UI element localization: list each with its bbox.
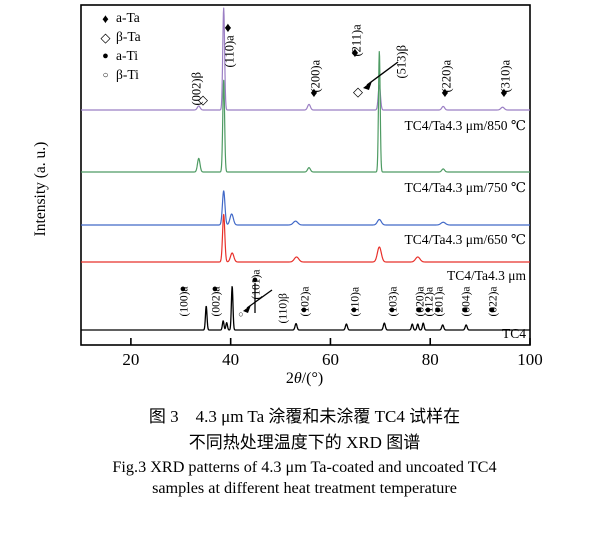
caption-cn-line1: 图 3 4.3 μm Ta 涂覆和未涂覆 TC4 试样在: [148, 407, 461, 426]
curve-label-4: TC4: [501, 326, 526, 341]
legend-item-alpha-ti: ● a-Ti: [98, 47, 141, 66]
curve-label-2: TC4/Ta4.3 μm/650 ℃: [404, 232, 526, 247]
x-tick-label-100: 100: [517, 350, 543, 369]
legend-item-beta-ta: ◇ β-Ta: [98, 28, 141, 47]
curve-label-0: TC4/Ta4.3 μm/850 ℃: [404, 118, 526, 133]
x-axis-title-theta: θ: [293, 370, 302, 387]
peak-label-bottom-3: (110)β: [277, 293, 290, 324]
alpha-ti-marker-022: ●: [488, 304, 496, 316]
alpha-ti-marker-103: ●: [388, 304, 396, 316]
alpha-ta-marker-310: ♦: [500, 86, 508, 101]
curve-label-3: TC4/Ta4.3 μm: [446, 268, 526, 283]
x-tick-label-80: 80: [421, 350, 439, 369]
beta-ta-marker-002: ◇: [198, 92, 208, 107]
alpha-ti-symbol-icon: ●: [102, 49, 109, 62]
caption-cn-line2: 不同热处理温度下的 XRD 图谱: [188, 433, 421, 453]
alpha-ti-marker-201: ●: [434, 304, 442, 316]
x-axis-title-post: /(°): [301, 370, 324, 387]
alpha-ti-label: a-Ti: [116, 48, 139, 64]
beta-ti-symbol-icon: ○: [102, 69, 109, 81]
alpha-ti-marker-004: ●: [461, 304, 469, 316]
alpha-ti-marker-112: ●: [424, 304, 432, 316]
legend-item-alpha-ta: ♦ a-Ta: [98, 9, 141, 28]
alpha-ta-symbol-icon: ♦: [102, 10, 109, 26]
alpha-ta-marker-200: ♦: [310, 86, 318, 101]
caption-en-line2: samples at different heat treatment temp…: [152, 479, 457, 498]
beta-ta-symbol-icon: ◇: [100, 29, 111, 45]
alpha-ta-marker-220: ♦: [441, 86, 449, 101]
alpha-ta-label: a-Ta: [116, 10, 140, 26]
alpha-ti-marker-110: ●: [350, 304, 358, 316]
alpha-ti-marker-002: ●: [211, 283, 219, 295]
alpha-ti-marker-102: ●: [300, 304, 308, 316]
beta-ti-label: β-Ti: [116, 67, 139, 83]
alpha-ta-marker-211: ♦: [351, 46, 359, 61]
x-tick-label-40: 40: [222, 350, 240, 369]
beta-ta-marker-513: ◇: [353, 84, 363, 99]
x-tick-label-60: 60: [321, 350, 339, 369]
peak-label-top-1: (110)a: [222, 35, 237, 68]
x-axis-title-pre: 2: [285, 370, 294, 387]
alpha-ta-marker-110: ♦: [224, 21, 232, 36]
caption-en-line1: Fig.3 XRD patterns of 4.3 μm Ta-coated a…: [112, 457, 497, 476]
beta-ta-label: β-Ta: [116, 29, 141, 45]
peak-label-top-4: (513)β: [394, 45, 409, 79]
xrd-figure: Intensity (a. u.) 2θ/(°) 20 40 60 80 100 ♦ a-…: [0, 4, 609, 388]
figure-caption: 图 3 4.3 μm Ta 涂覆和未涂覆 TC4 试样在 不同热处理温度下的 X…: [0, 404, 609, 499]
alpha-ti-marker-100: ●: [179, 283, 187, 295]
phase-legend: ♦ a-Ta ◇ β-Ta ● a-Ti ○ β-Ti: [98, 9, 141, 85]
alpha-ti-marker-101: ●: [251, 274, 259, 286]
curve-label-1: TC4/Ta4.3 μm/750 ℃: [404, 180, 526, 195]
x-axis-title: 2θ/(°): [0, 370, 609, 388]
y-axis-title: Intensity (a. u.): [32, 141, 49, 237]
xrd-plot-canvas: [80, 4, 531, 346]
legend-item-beta-ti: ○ β-Ti: [98, 66, 141, 85]
beta-ti-marker-110: ○: [238, 309, 244, 319]
x-tick-label-20: 20: [122, 350, 140, 369]
alpha-ti-marker-020: ●: [415, 304, 423, 316]
